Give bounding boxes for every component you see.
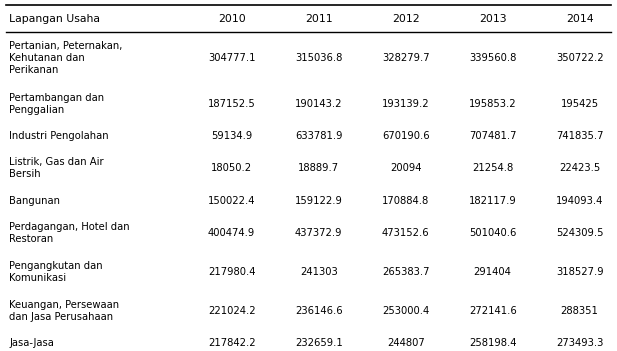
Text: Perdagangan, Hotel dan
Restoran: Perdagangan, Hotel dan Restoran xyxy=(9,222,130,244)
Text: 2014: 2014 xyxy=(566,14,594,24)
Text: 190143.2: 190143.2 xyxy=(295,99,342,109)
Text: 241303: 241303 xyxy=(300,267,337,277)
Text: 265383.7: 265383.7 xyxy=(382,267,429,277)
Text: 707481.7: 707481.7 xyxy=(469,131,516,141)
Text: 2010: 2010 xyxy=(218,14,246,24)
Text: 2013: 2013 xyxy=(479,14,507,24)
Text: 159122.9: 159122.9 xyxy=(295,196,342,206)
Text: 633781.9: 633781.9 xyxy=(295,131,342,141)
Text: Pertambangan dan
Penggalian: Pertambangan dan Penggalian xyxy=(9,93,104,115)
Text: 59134.9: 59134.9 xyxy=(211,131,252,141)
Text: 741835.7: 741835.7 xyxy=(556,131,603,141)
Text: 217980.4: 217980.4 xyxy=(208,267,255,277)
Text: 258198.4: 258198.4 xyxy=(469,338,516,348)
Text: 150022.4: 150022.4 xyxy=(208,196,255,206)
Text: 315036.8: 315036.8 xyxy=(295,53,342,63)
Text: 193139.2: 193139.2 xyxy=(382,99,429,109)
Text: 18889.7: 18889.7 xyxy=(298,163,339,173)
Text: 195853.2: 195853.2 xyxy=(469,99,516,109)
Text: Pengangkutan dan
Komunikasi: Pengangkutan dan Komunikasi xyxy=(9,261,103,283)
Text: 273493.3: 273493.3 xyxy=(556,338,603,348)
Text: 217842.2: 217842.2 xyxy=(208,338,255,348)
Text: 244807: 244807 xyxy=(387,338,424,348)
Text: 187152.5: 187152.5 xyxy=(208,99,255,109)
Text: 437372.9: 437372.9 xyxy=(295,228,342,238)
Text: Jasa-Jasa: Jasa-Jasa xyxy=(9,338,54,348)
Text: 2012: 2012 xyxy=(392,14,420,24)
Text: Keuangan, Persewaan
dan Jasa Perusahaan: Keuangan, Persewaan dan Jasa Perusahaan xyxy=(9,300,119,322)
Text: 524309.5: 524309.5 xyxy=(556,228,603,238)
Text: 22423.5: 22423.5 xyxy=(559,163,600,173)
Text: 232659.1: 232659.1 xyxy=(295,338,342,348)
Text: 670190.6: 670190.6 xyxy=(382,131,429,141)
Text: 253000.4: 253000.4 xyxy=(382,306,429,316)
Text: Lapangan Usaha: Lapangan Usaha xyxy=(9,14,100,24)
Text: 304777.1: 304777.1 xyxy=(208,53,255,63)
Text: 170884.8: 170884.8 xyxy=(382,196,429,206)
Text: 328279.7: 328279.7 xyxy=(382,53,429,63)
Text: 473152.6: 473152.6 xyxy=(382,228,429,238)
Text: 20094: 20094 xyxy=(390,163,421,173)
Text: 350722.2: 350722.2 xyxy=(556,53,603,63)
Text: 501040.6: 501040.6 xyxy=(469,228,516,238)
Text: 195425: 195425 xyxy=(561,99,598,109)
Text: Pertanian, Peternakan,
Kehutanan dan
Perikanan: Pertanian, Peternakan, Kehutanan dan Per… xyxy=(9,41,123,75)
Text: Bangunan: Bangunan xyxy=(9,196,60,206)
Text: 288351: 288351 xyxy=(561,306,598,316)
Text: 236146.6: 236146.6 xyxy=(295,306,342,316)
Text: 400474.9: 400474.9 xyxy=(208,228,255,238)
Text: 272141.6: 272141.6 xyxy=(469,306,516,316)
Text: 182117.9: 182117.9 xyxy=(469,196,516,206)
Text: 2011: 2011 xyxy=(305,14,333,24)
Text: 318527.9: 318527.9 xyxy=(556,267,603,277)
Text: 194093.4: 194093.4 xyxy=(556,196,603,206)
Text: 18050.2: 18050.2 xyxy=(211,163,252,173)
Text: Industri Pengolahan: Industri Pengolahan xyxy=(9,131,109,141)
Text: Listrik, Gas dan Air
Bersih: Listrik, Gas dan Air Bersih xyxy=(9,157,104,179)
Text: 339560.8: 339560.8 xyxy=(469,53,516,63)
Text: 21254.8: 21254.8 xyxy=(472,163,513,173)
Text: 291404: 291404 xyxy=(474,267,511,277)
Text: 221024.2: 221024.2 xyxy=(208,306,255,316)
